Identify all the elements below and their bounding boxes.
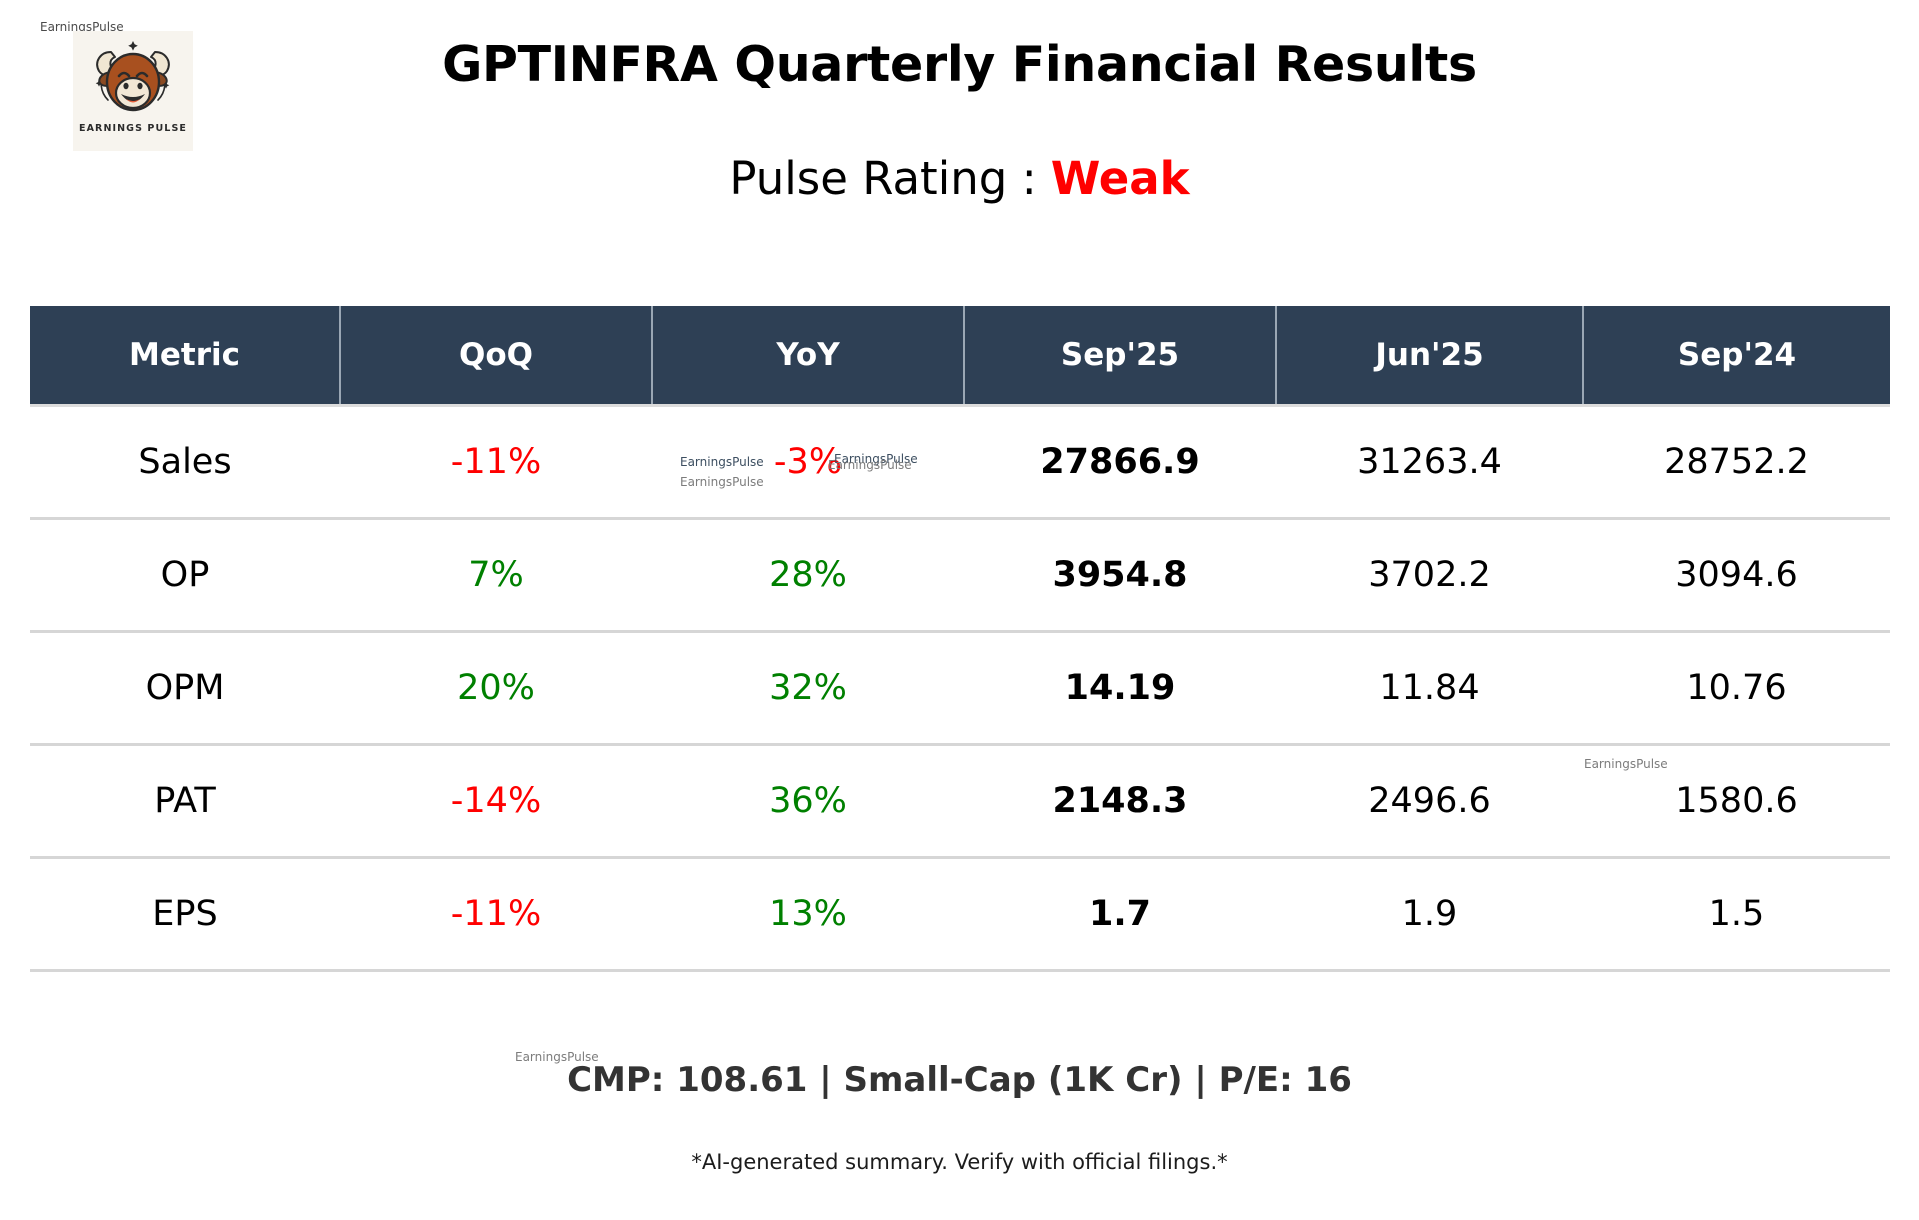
cell-metric: Sales: [30, 405, 340, 520]
logo-card: EARNINGS PULSE: [73, 31, 193, 151]
table-row: EPS -11% 13% 1.7 1.9 1.5: [30, 857, 1890, 972]
bull-mascot-icon: [90, 36, 176, 122]
cell-yoy: 36%: [652, 744, 964, 859]
cell-yoy: 28%: [652, 518, 964, 633]
cell-qoq: -11%: [340, 857, 652, 972]
cell-qoq: -11%: [340, 405, 652, 520]
cell-qoq: -14%: [340, 744, 652, 859]
cell-jun25: 11.84: [1276, 631, 1583, 746]
cell-qoq: 7%: [340, 518, 652, 633]
column-header-qoq[interactable]: QoQ: [340, 306, 653, 407]
pulse-rating-value: Weak: [1050, 152, 1190, 205]
cell-sep25: 1.7: [964, 857, 1276, 972]
footer-disclaimer: *AI-generated summary. Verify with offic…: [691, 1150, 1228, 1174]
page-title: GPTINFRA Quarterly Financial Results: [442, 36, 1477, 93]
cell-jun25: 2496.6: [1276, 744, 1583, 859]
cell-sep25: 2148.3: [964, 744, 1276, 859]
cell-sep24: 28752.2: [1583, 405, 1890, 520]
cell-qoq: 20%: [340, 631, 652, 746]
cell-yoy: 32%: [652, 631, 964, 746]
cell-sep24: 1.5: [1583, 857, 1890, 972]
cell-jun25: 31263.4: [1276, 405, 1583, 520]
cell-yoy: 13%: [652, 857, 964, 972]
column-header-jun25[interactable]: Jun'25: [1276, 306, 1584, 407]
footer-stats: CMP: 108.61 | Small-Cap (1K Cr) | P/E: 1…: [567, 1060, 1352, 1100]
table-row: OP 7% 28% 3954.8 3702.2 3094.6: [30, 518, 1890, 633]
column-header-metric[interactable]: Metric: [30, 306, 341, 407]
column-header-yoy[interactable]: YoY: [652, 306, 965, 407]
pulse-rating-label: Pulse Rating :: [729, 152, 1037, 205]
table-body: Sales -11% -3% 27866.9 31263.4 28752.2 O…: [30, 405, 1890, 972]
table-header-row-group: Metric QoQ YoY Sep'25 Jun'25 Sep'24: [30, 306, 1890, 407]
cell-sep25: 27866.9: [964, 405, 1276, 520]
table-row: OPM 20% 32% 14.19 11.84 10.76: [30, 631, 1890, 746]
column-header-sep25[interactable]: Sep'25: [964, 306, 1277, 407]
cell-sep24: 10.76: [1583, 631, 1890, 746]
logo-caption: EARNINGS PULSE: [78, 123, 187, 134]
cell-jun25: 1.9: [1276, 857, 1583, 972]
cell-sep25: 3954.8: [964, 518, 1276, 633]
table-row: Sales -11% -3% 27866.9 31263.4 28752.2: [30, 405, 1890, 520]
table-header-row: Metric QoQ YoY Sep'25 Jun'25 Sep'24: [30, 306, 1890, 407]
cell-metric: OPM: [30, 631, 340, 746]
column-header-sep24[interactable]: Sep'24: [1583, 306, 1890, 407]
cell-metric: EPS: [30, 857, 340, 972]
cell-sep24: 3094.6: [1583, 518, 1890, 633]
cell-sep25: 14.19: [964, 631, 1276, 746]
table-row: PAT -14% 36% 2148.3 2496.6 1580.6: [30, 744, 1890, 859]
cell-metric: PAT: [30, 744, 340, 859]
quarterly-results-table: Metric QoQ YoY Sep'25 Jun'25 Sep'24 Sale…: [30, 306, 1890, 972]
pulse-rating-line: Pulse Rating : Weak: [0, 152, 1919, 205]
logo-watermark-text: EarningsPulse: [40, 20, 124, 34]
cell-jun25: 3702.2: [1276, 518, 1583, 633]
cell-yoy: -3%: [652, 405, 964, 520]
cell-metric: OP: [30, 518, 340, 633]
cell-sep24: 1580.6: [1583, 744, 1890, 859]
